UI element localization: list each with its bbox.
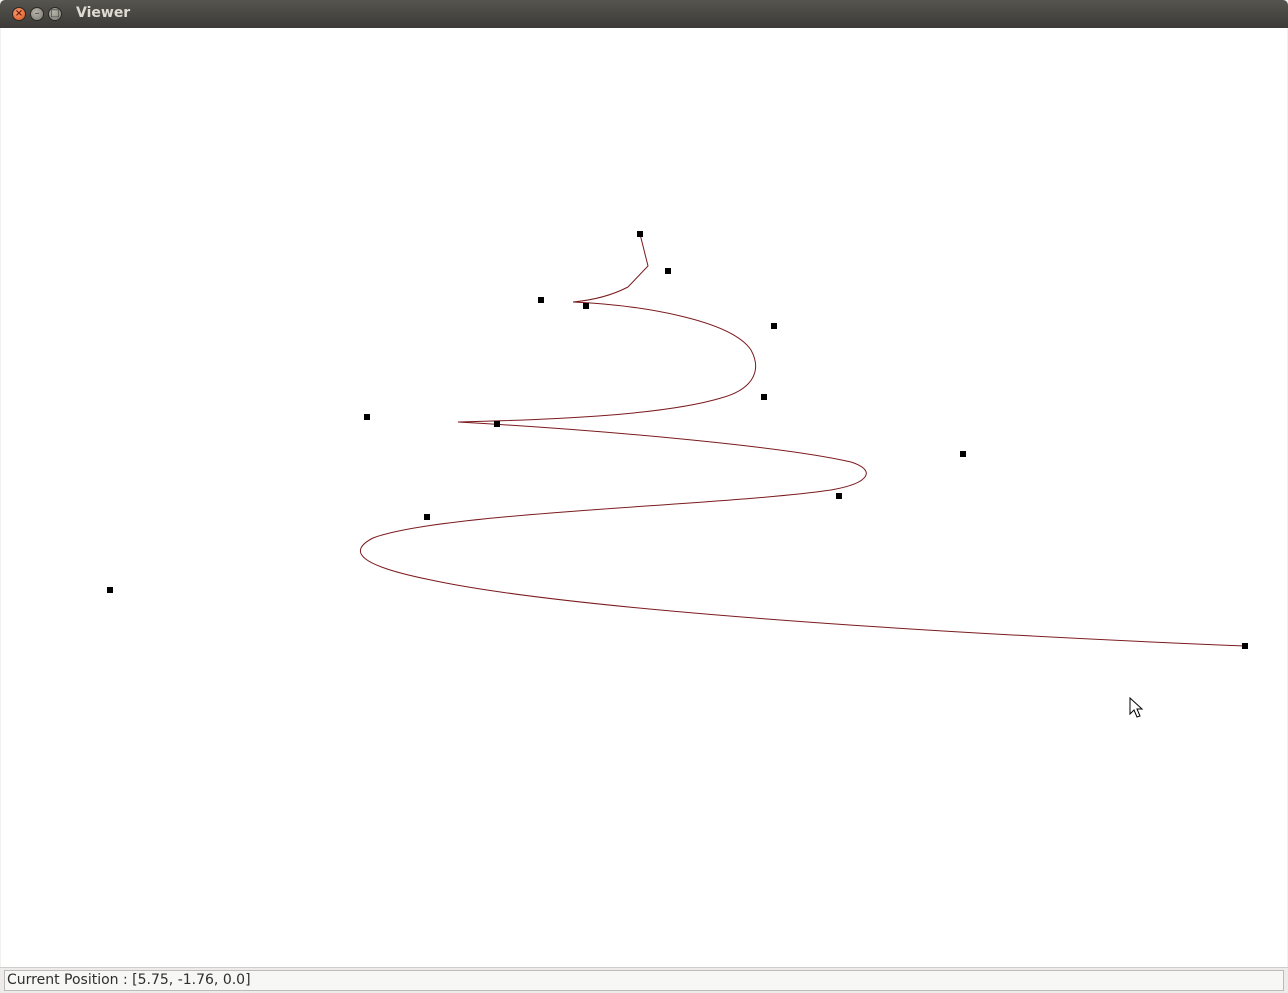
control-point[interactable] bbox=[637, 231, 643, 237]
title-bar[interactable]: × – □ Viewer bbox=[0, 0, 1288, 28]
minimize-button[interactable]: – bbox=[30, 7, 44, 21]
spline-curve bbox=[359, 233, 1246, 647]
control-point[interactable] bbox=[364, 414, 370, 420]
window-title: Viewer bbox=[76, 5, 131, 21]
mouse-cursor-icon bbox=[1129, 696, 1144, 718]
status-bar: Current Position : [5.75, -1.76, 0.0] bbox=[0, 967, 1288, 993]
control-point[interactable] bbox=[538, 297, 544, 303]
control-points bbox=[107, 231, 1248, 649]
control-point[interactable] bbox=[960, 451, 966, 457]
viewer-canvas[interactable] bbox=[1, 28, 1287, 967]
control-point[interactable] bbox=[107, 587, 113, 593]
control-point[interactable] bbox=[494, 421, 500, 427]
control-point[interactable] bbox=[771, 323, 777, 329]
control-point[interactable] bbox=[424, 514, 430, 520]
control-point[interactable] bbox=[761, 394, 767, 400]
maximize-button[interactable]: □ bbox=[48, 7, 62, 21]
control-point[interactable] bbox=[836, 493, 842, 499]
control-point[interactable] bbox=[665, 268, 671, 274]
close-button[interactable]: × bbox=[12, 7, 26, 21]
control-point[interactable] bbox=[583, 303, 589, 309]
curve-plot bbox=[107, 231, 1248, 718]
control-point[interactable] bbox=[1242, 643, 1248, 649]
current-position-readout: Current Position : [5.75, -1.76, 0.0] bbox=[4, 970, 1284, 991]
